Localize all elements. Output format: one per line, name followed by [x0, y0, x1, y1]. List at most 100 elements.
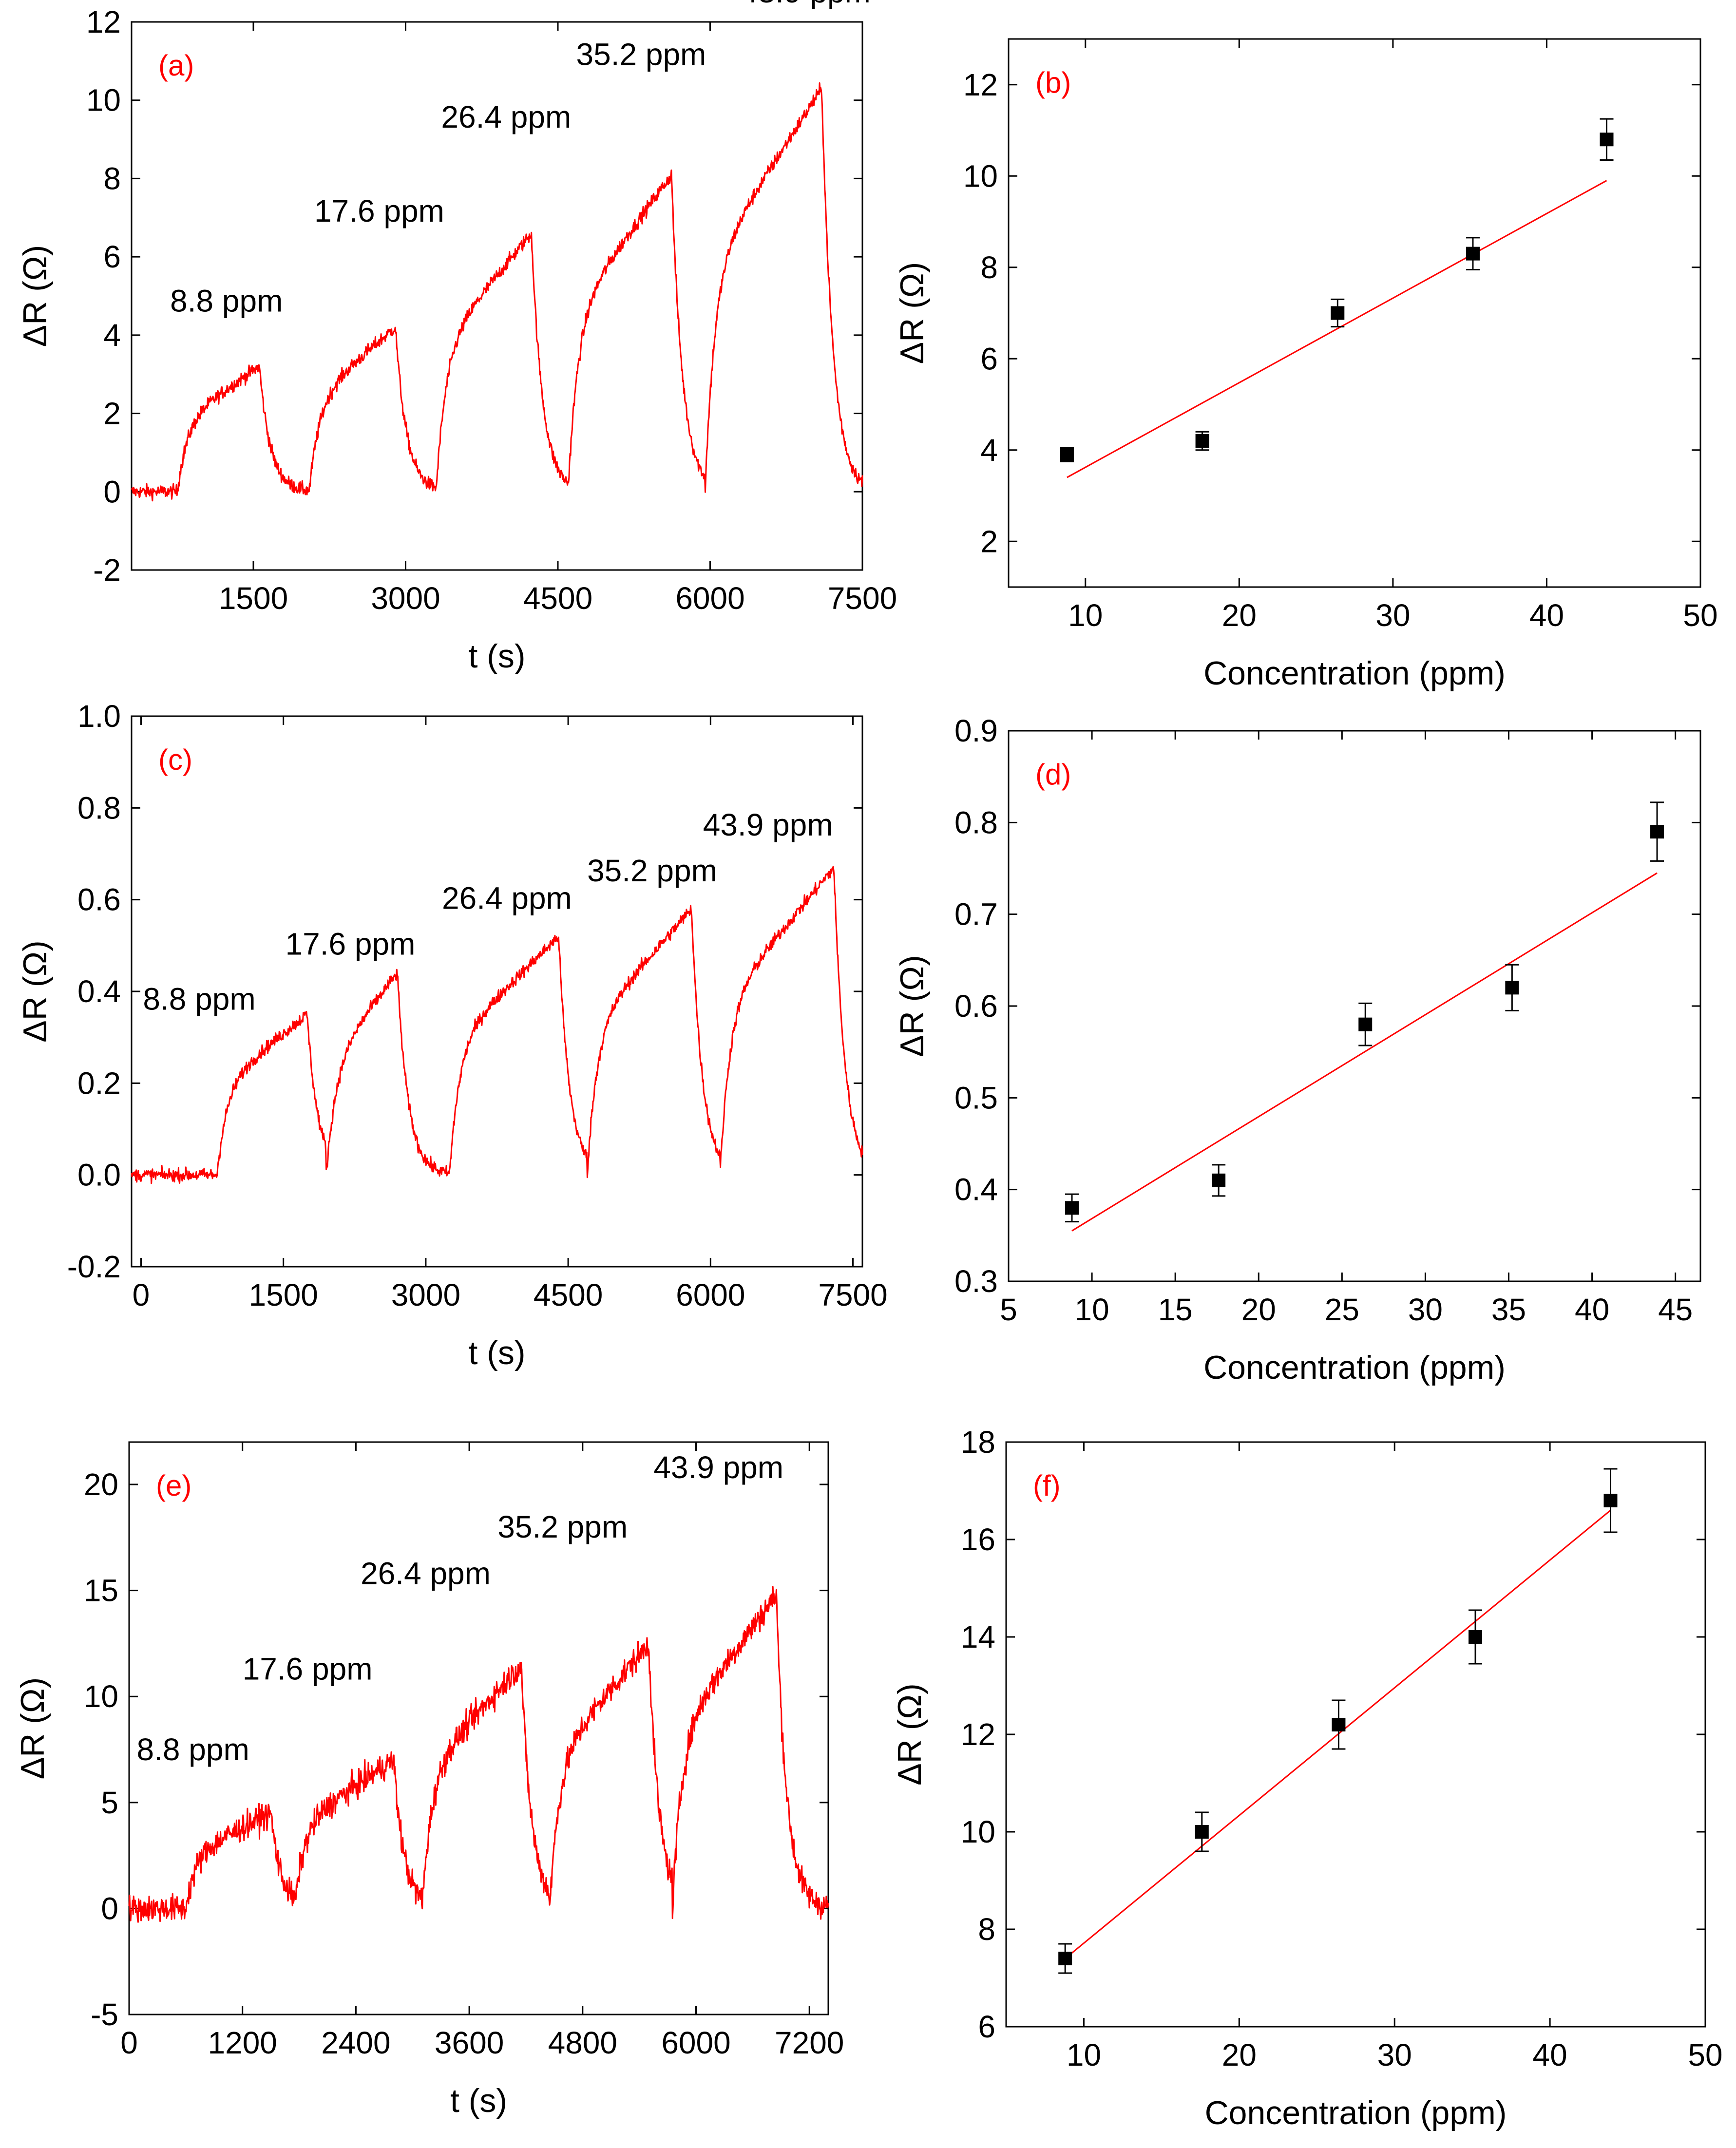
- fit-line: [1071, 872, 1658, 1232]
- panel-label: (f): [1033, 1469, 1061, 1502]
- data-point: [1331, 306, 1345, 320]
- x-tick-label: 6000: [676, 1277, 745, 1312]
- y-axis-label: ΔR (Ω): [17, 245, 54, 347]
- x-tick-label: 4500: [534, 1277, 603, 1312]
- x-tick-label: 1200: [208, 2025, 277, 2060]
- response-trace: [131, 82, 863, 502]
- y-tick-label: 14: [961, 1619, 995, 1654]
- x-tick-label: 3600: [435, 2025, 504, 2060]
- concentration-label: 17.6 ppm: [286, 927, 416, 962]
- x-tick-label: 40: [1575, 1292, 1609, 1327]
- y-tick-label: 10: [86, 83, 121, 118]
- x-tick-label: 3000: [371, 581, 440, 616]
- y-axis-label: ΔR (Ω): [894, 262, 931, 364]
- chart-panel-c: 0 1500 3000 4500 6000 7500 -0.2 0.0 0.2 0.4 0.6 0.8…: [17, 699, 888, 1371]
- x-tick-label: 40: [1533, 2037, 1567, 2072]
- y-tick-label: 10: [961, 1814, 995, 1849]
- data-point: [1600, 133, 1614, 147]
- panel-label: (b): [1035, 66, 1071, 99]
- y-tick-label: 0.5: [954, 1080, 998, 1115]
- x-axis-label: Concentration (ppm): [1205, 2094, 1507, 2131]
- y-tick-label: 16: [961, 1522, 995, 1557]
- concentration-label: 35.2 ppm: [587, 853, 717, 888]
- x-axis-label: t (s): [468, 638, 525, 675]
- data-point: [1332, 1718, 1346, 1731]
- data-point: [1195, 1825, 1209, 1839]
- y-tick-label: 0.8: [954, 805, 998, 840]
- x-tick-label: 1500: [249, 1277, 318, 1312]
- y-tick-label: -2: [93, 552, 121, 588]
- x-axis-label: t (s): [468, 1334, 525, 1371]
- x-tick-label: 4800: [548, 2025, 617, 2060]
- x-tick-label: 10: [1067, 2037, 1101, 2072]
- x-tick-label: 20: [1222, 2037, 1257, 2072]
- y-tick-label: 12: [961, 1717, 995, 1752]
- data-point: [1505, 981, 1519, 995]
- x-axis-label: t (s): [450, 2082, 507, 2119]
- data-point: [1058, 1952, 1072, 1965]
- panel-label: (d): [1035, 758, 1071, 791]
- response-trace: [128, 1586, 829, 1923]
- concentration-label: 43.9 ppm: [741, 0, 871, 9]
- x-tick-label: 35: [1491, 1292, 1526, 1327]
- y-tick-label: 15: [84, 1573, 118, 1608]
- y-tick-label: 2: [103, 396, 121, 431]
- y-tick-label: 0.4: [77, 974, 121, 1009]
- plot-frame: [1005, 1441, 1706, 2028]
- chart-panel-f: 10 20 30 40 50 6 8 10 12 14 16 18 Concentration (ppm…: [891, 1425, 1723, 2131]
- panel-label: (a): [158, 49, 194, 82]
- x-tick-label: 4500: [523, 581, 592, 616]
- y-axis-label: ΔR (Ω): [894, 955, 931, 1057]
- x-tick-label: 20: [1241, 1292, 1276, 1327]
- y-tick-label: -0.2: [67, 1249, 121, 1284]
- data-point: [1469, 1630, 1483, 1644]
- x-tick-label: 0: [133, 1277, 150, 1312]
- y-axis-label: ΔR (Ω): [891, 1683, 928, 1786]
- y-tick-label: 0.0: [77, 1158, 121, 1193]
- chart-panel-d: 5 10 15 20 25 30 35 40 45 0.3 0.4 0.5 0.6 0.7 0.8 0.9 Co…: [894, 713, 1701, 1386]
- y-tick-label: 10: [84, 1679, 118, 1714]
- concentration-label: 26.4 ppm: [441, 99, 571, 134]
- y-tick-label: 0.3: [954, 1264, 998, 1299]
- x-tick-label: 50: [1683, 598, 1717, 633]
- x-tick-label: 6000: [661, 2025, 730, 2060]
- fit-line: [1065, 1509, 1611, 1959]
- data-point: [1466, 247, 1480, 261]
- x-tick-label: 30: [1375, 598, 1410, 633]
- y-tick-label: -5: [91, 1997, 118, 2032]
- x-tick-label: 40: [1529, 598, 1564, 633]
- x-tick-label: 10: [1068, 598, 1103, 633]
- concentration-label: 17.6 ppm: [243, 1651, 373, 1686]
- x-tick-label: 10: [1074, 1292, 1109, 1327]
- x-tick-label: 45: [1658, 1292, 1693, 1327]
- x-tick-label: 30: [1377, 2037, 1412, 2072]
- y-tick-label: 0.8: [77, 790, 121, 825]
- y-tick-label: 4: [103, 318, 121, 353]
- y-tick-label: 0.6: [954, 988, 998, 1024]
- concentration-label: 43.9 ppm: [653, 1450, 783, 1485]
- plot-frame: [1008, 38, 1701, 588]
- y-tick-label: 8: [978, 1912, 995, 1947]
- chart-panel-b: 10 20 30 40 50 2 4 6 8 10 12 Concentration (ppm) ΔR …: [894, 38, 1718, 692]
- data-point: [1650, 825, 1664, 839]
- x-tick-label: 7200: [775, 2025, 844, 2060]
- x-tick-label: 20: [1222, 598, 1257, 633]
- x-tick-label: 50: [1688, 2037, 1722, 2072]
- y-tick-label: 0.9: [954, 713, 998, 748]
- y-tick-label: 0: [101, 1891, 118, 1926]
- x-tick-label: 0: [120, 2025, 138, 2060]
- y-tick-label: 8: [980, 250, 998, 285]
- fit-line: [1067, 180, 1607, 478]
- y-tick-label: 0.6: [77, 882, 121, 917]
- y-tick-label: 0.4: [954, 1172, 998, 1207]
- concentration-label: 8.8 ppm: [137, 1732, 249, 1767]
- y-tick-label: 12: [86, 4, 121, 39]
- x-tick-label: 2400: [321, 2025, 390, 2060]
- y-tick-label: 4: [980, 433, 998, 468]
- concentration-label: 35.2 ppm: [497, 1509, 628, 1544]
- y-tick-label: 6: [978, 2009, 995, 2044]
- chart-panel-a: 1500 3000 4500 6000 7500 -2 0 2 4 6 8 10 12 t (s) ΔR (…: [17, 0, 897, 675]
- y-tick-label: 0.2: [77, 1065, 121, 1101]
- data-point: [1060, 448, 1074, 462]
- panel-label: (e): [156, 1469, 191, 1502]
